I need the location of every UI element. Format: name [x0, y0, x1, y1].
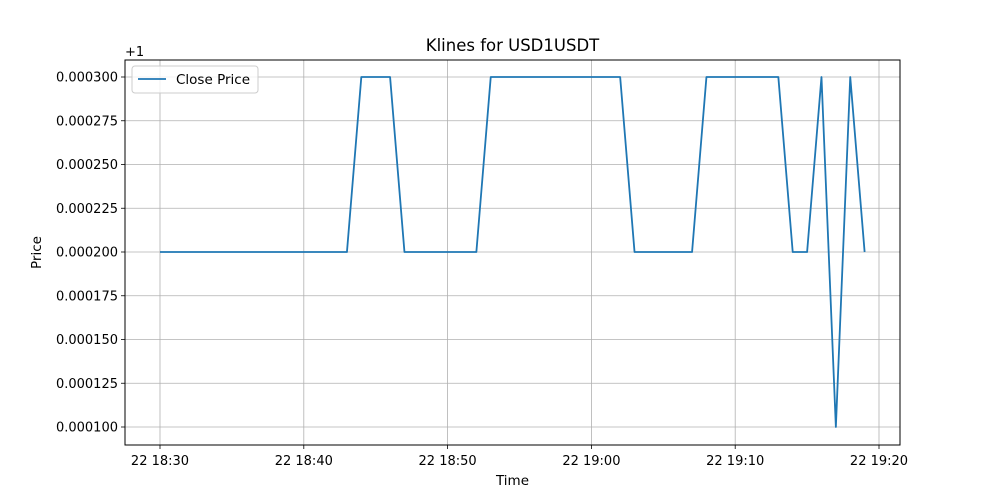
y-axis-label: Price [29, 236, 45, 269]
legend-label-close-price: Close Price [176, 72, 250, 88]
y-tick-label: 0.000200 [56, 246, 118, 261]
y-tick-label: 0.000175 [56, 289, 118, 304]
y-tick-label: 0.000225 [56, 202, 118, 217]
y-offset-label: +1 [125, 45, 144, 60]
plot-frame [124, 59, 901, 446]
x-tick-label: 22 19:20 [850, 454, 908, 469]
y-tick-label: 0.000100 [56, 421, 118, 436]
y-tick-label: 0.000275 [56, 114, 118, 129]
y-tick-label: 0.000150 [56, 333, 118, 348]
series-line-close-price [160, 76, 866, 428]
x-tick-label: 22 19:10 [706, 454, 764, 469]
series-lines [160, 76, 866, 428]
x-tick-label: 22 18:50 [419, 454, 477, 469]
chart-title: Klines for USD1USDT [426, 36, 600, 55]
legend-box [131, 65, 259, 94]
legend: Close Price [131, 65, 259, 94]
y-tick-label: 0.000125 [56, 377, 118, 392]
y-axis-ticks: 0.000100 0.000125 0.000150 0.000175 0.000200… [56, 71, 125, 436]
x-axis-ticks: 22 18:30 22 18:40 22 18:50 22 19:00 22 19:10… [131, 445, 908, 469]
y-tick-label: 0.000250 [56, 158, 118, 173]
x-tick-label: 22 18:30 [131, 454, 189, 469]
y-tick-label: 0.000300 [56, 71, 118, 86]
x-tick-label: 22 18:40 [275, 454, 333, 469]
x-tick-label: 22 19:00 [562, 454, 620, 469]
x-axis-label: Time [495, 473, 529, 489]
